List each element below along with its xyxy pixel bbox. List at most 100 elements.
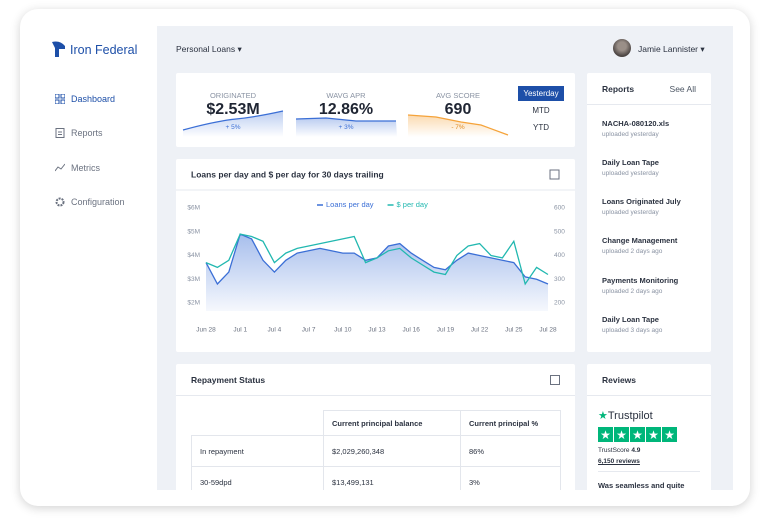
kpi-value: 12.86% xyxy=(318,101,374,118)
x-tick-label: Jul 13 xyxy=(368,327,386,334)
divider xyxy=(598,471,700,472)
expand-icon[interactable] xyxy=(549,169,560,180)
kpi-change: - 7% xyxy=(451,124,465,131)
header-cell xyxy=(191,410,324,436)
screen: Iron Federal Dashboard Reports Metrics C… xyxy=(37,26,733,490)
y-tick-label: $4M xyxy=(187,252,200,259)
report-name[interactable]: Daily Loan Tape xyxy=(602,158,659,167)
report-date: uploaded 2 days ago xyxy=(602,288,663,295)
x-tick-label: Jul 19 xyxy=(437,327,455,334)
card-title: Repayment Status xyxy=(191,375,266,385)
card-title: Reports xyxy=(602,84,635,94)
product-selector[interactable]: Personal Loans ▾ xyxy=(176,44,242,54)
sparklines xyxy=(182,110,509,137)
svg-text:★: ★ xyxy=(664,428,675,442)
chart-card: Loans per day and $ per day for 30 days … xyxy=(176,159,575,352)
nav-item[interactable]: Reports xyxy=(71,128,103,138)
avatar[interactable] xyxy=(613,39,631,57)
report-date: uploaded 2 days ago xyxy=(602,248,663,255)
star-rating: ★ ★ ★ ★ ★ xyxy=(598,427,677,442)
kpi-label: AVG SCORE xyxy=(435,91,481,100)
see-all-link[interactable]: See All xyxy=(669,84,696,94)
report-name[interactable]: Change Management xyxy=(602,236,678,245)
trustscore-value: 4.9 xyxy=(631,447,641,454)
table-row: In repayment $2,029,260,348 86% xyxy=(191,435,561,467)
user-name: Jamie Lannister xyxy=(638,44,699,54)
svg-text:★: ★ xyxy=(616,428,627,442)
report-date: uploaded 3 days ago xyxy=(602,327,663,334)
svg-text:★: ★ xyxy=(648,428,659,442)
repayment-card: Repayment Status Current principal balan… xyxy=(176,364,575,490)
brand-logo xyxy=(52,41,65,57)
report-name[interactable]: NACHA-080120.xls xyxy=(602,119,670,128)
y-tick-label: $2M xyxy=(187,300,200,307)
cell: 30-59dpd xyxy=(191,466,324,490)
kpi-label: ORIGINATED xyxy=(209,91,257,100)
kpi-value: 690 xyxy=(444,101,472,118)
legend-label: $ per day xyxy=(397,200,429,209)
reports-card: Reports See All NACHA-080120.xls uploade… xyxy=(587,73,711,352)
header-cell: Current principal % xyxy=(460,410,561,436)
period-button[interactable]: MTD xyxy=(532,106,550,115)
y2-tick-label: 400 xyxy=(554,252,565,259)
nav-icon xyxy=(55,128,65,138)
x-tick-label: Jul 25 xyxy=(505,327,523,334)
kpi-value: $2.53M xyxy=(206,101,260,118)
trustpilot-logo: ★Trustpilot xyxy=(598,410,653,422)
review-count[interactable]: 6,150 reviews xyxy=(598,458,640,465)
nav-item[interactable]: Metrics xyxy=(71,163,100,173)
sidebar: Iron Federal Dashboard Reports Metrics C… xyxy=(37,26,157,490)
svg-text:★: ★ xyxy=(632,428,643,442)
report-date: uploaded yesterday xyxy=(602,131,659,138)
report-date: uploaded yesterday xyxy=(602,170,659,177)
header-cell: Current principal balance xyxy=(323,410,461,436)
x-tick-label: Jul 16 xyxy=(403,327,421,334)
x-tick-label: Jul 4 xyxy=(268,327,282,334)
divider xyxy=(176,395,575,396)
report-name[interactable]: Payments Monitoring xyxy=(602,276,679,285)
y-tick-label: $6M xyxy=(187,205,200,212)
card-title: Reviews xyxy=(602,375,637,385)
cell: $13,499,131 xyxy=(323,466,461,490)
chart: Loans per day and $ per day for 30 days … xyxy=(176,169,575,334)
period-button[interactable]: YTD xyxy=(533,123,549,132)
trustpilot-name: Trustpilot xyxy=(607,410,653,422)
svg-text:★: ★ xyxy=(600,428,611,442)
x-tick-label: Jul 10 xyxy=(334,327,352,334)
expand-icon[interactable] xyxy=(550,375,560,385)
x-tick-label: Jul 1 xyxy=(233,327,247,334)
user-menu[interactable]: Jamie Lannister ▾ xyxy=(638,44,705,54)
kpi-change: + 3% xyxy=(338,124,354,131)
report-name[interactable]: Loans Originated July xyxy=(602,197,681,206)
x-tick-label: Jul 22 xyxy=(471,327,489,334)
y2-tick-label: 300 xyxy=(554,276,565,283)
kpi-change: + 5% xyxy=(225,124,241,131)
x-tick-label: Jun 28 xyxy=(196,327,216,334)
x-tick-label: Jul 7 xyxy=(302,327,316,334)
cell: 3% xyxy=(460,466,561,490)
y-tick-label: $5M xyxy=(187,228,200,235)
series-line xyxy=(205,233,549,286)
cell: $2,029,260,348 xyxy=(323,435,461,467)
report-name[interactable]: Daily Loan Tape xyxy=(602,315,659,324)
divider xyxy=(587,104,711,105)
y2-tick-label: 600 xyxy=(554,205,565,212)
divider xyxy=(587,395,711,396)
trustscore-label: TrustScore xyxy=(598,447,630,454)
trustscore: TrustScore 4.9 xyxy=(598,447,640,454)
kpi-label: WAVG APR xyxy=(326,91,366,100)
brand-name: Iron Federal xyxy=(70,43,138,57)
cell: In repayment xyxy=(191,435,324,467)
nav-icon xyxy=(55,163,65,172)
report-date: uploaded yesterday xyxy=(602,209,659,216)
review-snippet: Was seamless and quite xyxy=(598,481,685,490)
nav-item[interactable]: Configuration xyxy=(71,197,125,207)
kpi-card: ORIGINATED $2.53M + 5% WAVG APR 12.86% +… xyxy=(176,73,575,147)
period-button[interactable]: Yesterday xyxy=(518,86,564,101)
product-name: Personal Loans xyxy=(176,44,236,54)
header-row: Current principal balance Current princi… xyxy=(191,410,561,436)
nav-item[interactable]: Dashboard xyxy=(71,94,116,104)
cell: 86% xyxy=(460,435,561,467)
nav-icon xyxy=(55,94,65,104)
